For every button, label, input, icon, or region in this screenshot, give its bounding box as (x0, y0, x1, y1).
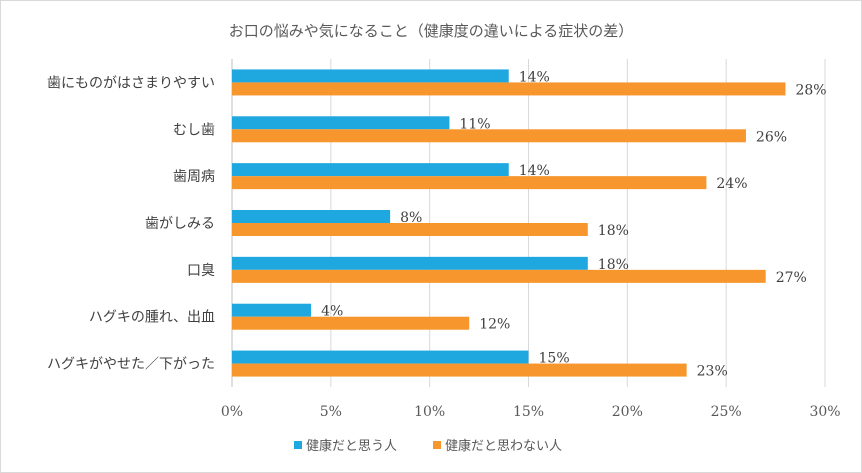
bar-healthy (232, 163, 509, 177)
x-tick-label: 10% (414, 404, 445, 420)
bar-unhealthy (232, 316, 470, 330)
x-tick-label: 25% (711, 404, 742, 420)
data-label: 18% (598, 257, 629, 273)
legend-swatch (433, 441, 441, 449)
x-tick-label: 0% (221, 404, 243, 420)
bar-healthy (232, 256, 588, 270)
legend-label: 健康だと思う人 (306, 438, 397, 454)
data-label: 4% (321, 304, 343, 320)
bar-unhealthy (232, 176, 707, 190)
bar-unhealthy (232, 269, 766, 283)
bar-unhealthy (232, 82, 786, 96)
data-label: 26% (756, 129, 787, 145)
data-label: 27% (776, 270, 807, 286)
legend: 健康だと思う人 健康だと思わない人 (294, 438, 562, 454)
data-label: 14% (519, 69, 550, 85)
data-label: 28% (795, 82, 826, 98)
legend-label: 健康だと思わない人 (445, 438, 562, 454)
bar-healthy (232, 303, 312, 317)
data-label: 15% (539, 351, 570, 367)
bar-healthy (232, 210, 391, 223)
data-label: 23% (697, 364, 728, 380)
labels: 0% 5% 10% 15% 20% 25% 30% 歯にものがはさまりやすい 14% 28% むし歯… (47, 69, 841, 420)
category-label: 歯周病 (173, 169, 215, 185)
data-label: 24% (716, 176, 747, 192)
bar-healthy (232, 69, 509, 83)
bar-unhealthy (232, 223, 588, 236)
data-label: 11% (459, 116, 490, 132)
category-label: 歯がしみる (145, 216, 215, 232)
data-label: 18% (598, 223, 629, 239)
data-label: 8% (400, 210, 422, 226)
bar-healthy (232, 350, 529, 364)
data-label: 12% (479, 317, 510, 333)
category-label: むし歯 (173, 122, 215, 138)
bars (232, 69, 786, 377)
legend-swatch (294, 441, 302, 449)
x-tick-label: 15% (513, 404, 544, 420)
bar-unhealthy (232, 129, 746, 143)
x-tick-label: 20% (612, 404, 643, 420)
chart-title: お口の悩みや気になること（健康度の違いによる症状の差） (229, 22, 634, 40)
bar-unhealthy (232, 363, 687, 377)
data-label: 14% (519, 163, 550, 179)
bar-healthy (232, 116, 450, 130)
category-label: 歯にものがはさまりやすい (47, 75, 215, 91)
category-label: 口臭 (187, 263, 215, 279)
category-label: ハグキがやせた／下がった (47, 357, 215, 373)
category-label: ハグキの腫れ、出血 (89, 310, 215, 326)
x-tick-label: 30% (809, 404, 840, 420)
x-tick-label: 5% (320, 404, 342, 420)
